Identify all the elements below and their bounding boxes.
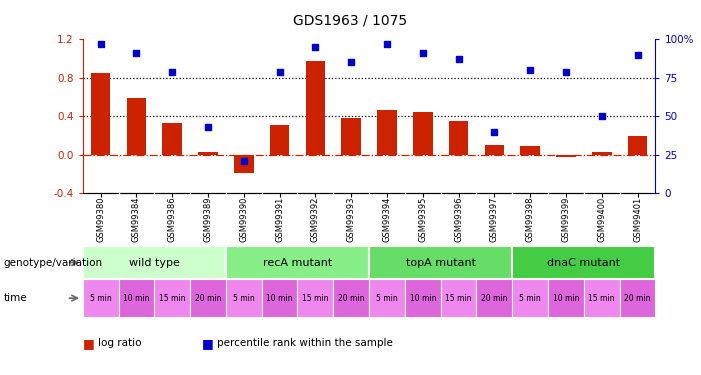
Text: GSM99399: GSM99399 [562,196,571,242]
Point [489,129,500,135]
Bar [377,111,397,154]
Point [596,113,607,119]
Point [560,69,571,75]
Point [417,50,428,56]
Bar [369,246,512,279]
Point [95,41,107,47]
Text: GSM99392: GSM99392 [311,196,320,242]
Text: GSM99398: GSM99398 [526,196,535,242]
Point [524,67,536,73]
Text: 5 min: 5 min [233,294,254,303]
Point [381,41,393,47]
Bar [190,279,226,317]
Bar [627,136,648,154]
Bar [226,246,369,279]
Text: 15 min: 15 min [302,294,329,303]
Text: GSM99401: GSM99401 [633,197,642,242]
Text: recA mutant: recA mutant [263,258,332,267]
Text: GSM99395: GSM99395 [418,196,428,242]
Point [453,56,464,62]
Bar [441,279,477,317]
Text: 5 min: 5 min [519,294,541,303]
Point [131,50,142,56]
Text: GSM99400: GSM99400 [597,197,606,242]
Text: GSM99390: GSM99390 [239,196,248,242]
Bar [226,279,261,317]
Bar [83,246,226,279]
Text: 20 min: 20 min [481,294,508,303]
Point [346,59,357,65]
Bar [90,73,111,154]
Text: GSM99397: GSM99397 [490,196,499,242]
Bar [234,154,254,173]
Text: wild type: wild type [129,258,179,267]
Text: ■: ■ [202,337,214,350]
Bar [477,279,512,317]
Text: GSM99386: GSM99386 [168,196,177,242]
Point [167,69,178,75]
Text: ■: ■ [83,337,95,350]
Text: dnaC mutant: dnaC mutant [547,258,620,267]
Bar [163,123,182,154]
Point [238,158,250,164]
Bar [297,279,333,317]
Text: 5 min: 5 min [90,294,111,303]
Text: 20 min: 20 min [338,294,365,303]
Bar [270,125,290,154]
Text: 10 min: 10 min [552,294,579,303]
Bar [83,279,118,317]
Bar [512,246,655,279]
Text: topA mutant: topA mutant [406,258,476,267]
Bar [369,279,405,317]
Bar [405,279,441,317]
Text: 20 min: 20 min [195,294,222,303]
Text: 20 min: 20 min [625,294,651,303]
Text: GSM99384: GSM99384 [132,196,141,242]
Bar [484,145,504,154]
Text: GDS1963 / 1075: GDS1963 / 1075 [294,13,407,28]
Bar [154,279,190,317]
Text: 15 min: 15 min [589,294,615,303]
Point [632,52,643,58]
Bar [512,279,548,317]
Bar [584,279,620,317]
Text: 10 min: 10 min [409,294,436,303]
Text: percentile rank within the sample: percentile rank within the sample [217,338,393,348]
Bar [620,279,655,317]
Bar [520,146,540,154]
Text: GSM99396: GSM99396 [454,196,463,242]
Bar [127,98,147,154]
Point [310,44,321,50]
Bar [198,152,218,154]
Text: GSM99380: GSM99380 [96,196,105,242]
Text: GSM99391: GSM99391 [275,196,284,242]
Text: 10 min: 10 min [123,294,149,303]
Text: log ratio: log ratio [98,338,142,348]
Text: genotype/variation: genotype/variation [4,258,102,267]
Bar [261,279,297,317]
Bar [341,118,361,154]
Text: 10 min: 10 min [266,294,293,303]
Text: GSM99394: GSM99394 [383,196,391,242]
Bar [333,279,369,317]
Text: GSM99389: GSM99389 [203,196,212,242]
Text: 15 min: 15 min [159,294,186,303]
Point [203,124,214,130]
Bar [556,154,576,157]
Text: 5 min: 5 min [376,294,398,303]
Point [274,69,285,75]
Bar [548,279,584,317]
Bar [592,152,611,154]
Bar [118,279,154,317]
Text: GSM99393: GSM99393 [347,196,355,242]
Bar [306,62,325,154]
Bar [413,112,433,154]
Bar [449,121,468,154]
Text: 15 min: 15 min [445,294,472,303]
Text: time: time [4,293,27,303]
